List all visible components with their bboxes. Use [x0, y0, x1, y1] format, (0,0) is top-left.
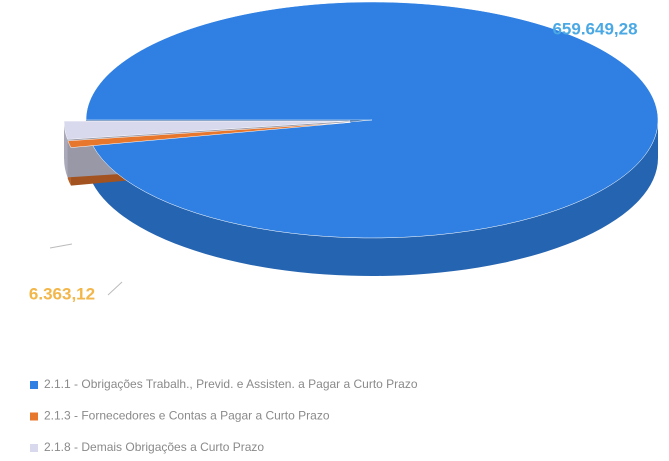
leader-line: [49, 243, 73, 249]
slice-side: [92, 120, 659, 276]
legend-label: 2.1.8 - Demais Obrigações a Curto Prazo: [44, 440, 264, 454]
value-label: 6.363,12: [29, 284, 95, 303]
legend-swatch: [30, 381, 38, 389]
legend-label: 2.1.3 - Fornecedores e Contas a Pagar a …: [44, 409, 330, 423]
value-label: 659.649,28: [552, 19, 637, 38]
legend-label: 2.1.1 - Obrigações Trabalh., Previd. e A…: [44, 377, 418, 391]
slice: [85, 1, 659, 239]
legend-swatch: [30, 444, 38, 452]
slice: [67, 122, 351, 148]
slice: [63, 120, 351, 140]
labels: 659.649,28 6.363,12: [29, 19, 638, 303]
slice-side: [64, 121, 68, 178]
leader-line: [107, 281, 123, 296]
legend-swatch: [30, 412, 38, 421]
pie: [63, 1, 659, 276]
legend: 2.1.1 - Obrigações Trabalh., Previd. e A…: [30, 377, 418, 454]
